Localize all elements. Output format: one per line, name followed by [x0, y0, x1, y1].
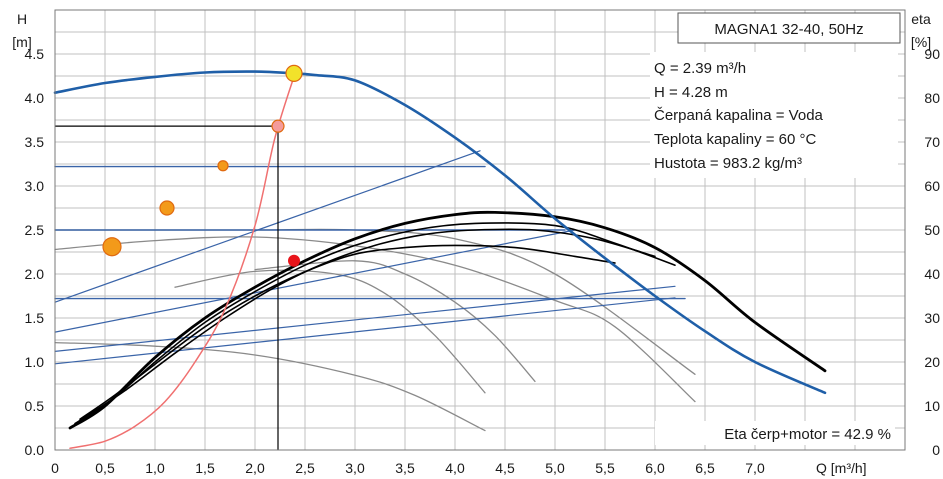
- y-left-axis-unit: [m]: [12, 34, 31, 50]
- x-tick-label: 5,5: [595, 460, 615, 476]
- proportional-pressure-line: [54, 150, 481, 303]
- proportional-pressure-line: [54, 285, 676, 352]
- y-right-axis-unit: [%]: [911, 34, 931, 50]
- x-tick-label: 1,0: [145, 460, 165, 476]
- plot-frame: [54, 9, 906, 451]
- info-density: Hustota = 983.2 kg/m³: [654, 155, 802, 172]
- efficiency-curve: [68, 210, 827, 430]
- y-right-tick-label: 70: [924, 134, 940, 150]
- setpoint-marker: [102, 237, 122, 257]
- y-right-tick-label: 60: [924, 178, 940, 194]
- duty-point-marker: [285, 64, 303, 82]
- reduced-speed-curve: [54, 341, 486, 432]
- tick-labels: 0 0,5 1,0 1,5 2,0 2,5 3,0 3,5 4,0 4,5 5,0 5,5 6,0 6,5…: [25, 46, 941, 476]
- y-right-tick-label: 50: [924, 222, 940, 238]
- y-right-tick-label: 30: [924, 310, 940, 326]
- reduced-speed-curve: [54, 236, 696, 403]
- eta-point-marker: [288, 254, 300, 267]
- y-left-tick-label: 3.0: [25, 178, 45, 194]
- proportional-pressure-line: [54, 229, 576, 333]
- y-left-tick-label: 1.5: [25, 310, 45, 326]
- y-right-axis-label: eta: [911, 11, 931, 27]
- x-tick-label: 0: [51, 460, 59, 476]
- x-tick-label: 4,0: [445, 460, 465, 476]
- x-tick-label: 4,5: [495, 460, 515, 476]
- y-right-tick-label: 80: [924, 90, 940, 106]
- x-tick-label: 2,0: [245, 460, 265, 476]
- y-left-tick-label: 0.5: [25, 398, 45, 414]
- info-box: Q = 2.39 m³/h H = 4.28 m Čerpaná kapalin…: [650, 52, 898, 178]
- x-axis-label: Q [m³/h]: [816, 460, 867, 476]
- chart-title: MAGNA1 32-40, 50Hz: [714, 21, 863, 38]
- efficiency-curve: [79, 244, 616, 420]
- x-tick-label: 7,0: [745, 460, 765, 476]
- x-tick-label: 5,0: [545, 460, 565, 476]
- y-left-tick-label: 2.0: [25, 266, 45, 282]
- y-left-tick-label: 2.5: [25, 222, 45, 238]
- x-tick-label: 1,5: [195, 460, 215, 476]
- eta-label-box: [655, 421, 895, 445]
- y-right-tick-label: 0: [932, 442, 940, 458]
- y-left-tick-label: 1.0: [25, 354, 45, 370]
- y-right-tick-label: 20: [924, 354, 940, 370]
- y-left-tick-label: 3.5: [25, 134, 45, 150]
- x-tick-label: 6,5: [695, 460, 715, 476]
- x-tick-label: 3,5: [395, 460, 415, 476]
- x-tick-label: 0,5: [95, 460, 115, 476]
- system-curve: [69, 72, 296, 449]
- x-tick-label: 6,0: [645, 460, 665, 476]
- proportional-pressure-line: [54, 297, 676, 365]
- y-right-tick-label: 40: [924, 266, 940, 282]
- markers: [102, 64, 303, 267]
- title-box: [677, 12, 901, 44]
- operating-point-marker: [271, 119, 285, 133]
- info-temperature: Teplota kapaliny = 60 °C: [654, 131, 817, 148]
- y-left-tick-label: 0.0: [25, 442, 45, 458]
- eta-label: Eta čerp+motor = 42.9 %: [724, 426, 891, 443]
- y-right-tick-label: 90: [924, 46, 940, 62]
- x-tick-label: 3,0: [345, 460, 365, 476]
- setpoint-marker: [217, 160, 229, 172]
- y-left-axis-label: H: [17, 11, 27, 27]
- y-right-tick-label: 10: [924, 398, 940, 414]
- efficiency-curve: [84, 228, 656, 418]
- y-left-tick-label: 4.0: [25, 90, 45, 106]
- x-tick-label: 2,5: [295, 460, 315, 476]
- curves: [53, 70, 827, 450]
- max-head-curve: [53, 70, 827, 395]
- info-liquid: Čerpaná kapalina = Voda: [654, 107, 824, 124]
- info-head: H = 4.28 m: [654, 84, 728, 101]
- info-flow: Q = 2.39 m³/h: [654, 60, 746, 77]
- setpoint-marker: [159, 200, 175, 216]
- y-left-tick-label: 4.5: [25, 46, 45, 62]
- efficiency-curve: [74, 222, 676, 425]
